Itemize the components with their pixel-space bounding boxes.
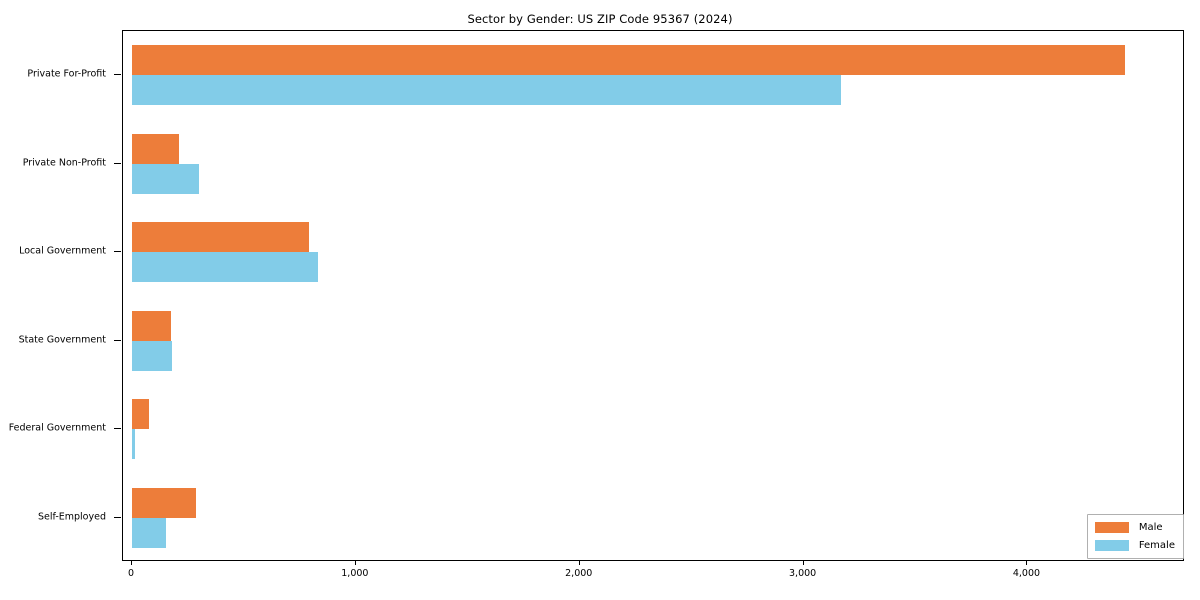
plot-area <box>122 30 1184 561</box>
legend-swatch-female-icon <box>1094 540 1129 551</box>
x-axis-tick-2 <box>578 561 580 565</box>
bars-layer <box>123 31 1183 560</box>
bar-male-2 <box>132 222 309 253</box>
x-axis-tick-4 <box>1026 561 1028 565</box>
x-axis-label-0: 0 <box>127 568 135 579</box>
y-axis-label-5: Self-Employed <box>37 511 106 523</box>
x-axis-label-3: 3,000 <box>789 568 817 579</box>
y-axis-label-1: Private Non-Profit <box>22 157 106 169</box>
bar-female-1 <box>132 163 200 194</box>
y-axis-tick-1 <box>114 162 121 164</box>
x-axis-tick-3 <box>802 561 804 565</box>
bar-female-2 <box>132 252 318 283</box>
y-axis-label-4: Federal Government <box>8 422 106 434</box>
x-axis-label-2: 2,000 <box>565 568 593 579</box>
y-axis-tick-0 <box>114 74 121 76</box>
bar-male-0 <box>132 45 1126 76</box>
y-axis-tick-2 <box>114 251 121 253</box>
y-axis-label-2: Local Government <box>19 245 106 257</box>
bar-female-4 <box>132 429 136 460</box>
bar-male-1 <box>132 133 180 164</box>
bar-female-5 <box>132 517 166 548</box>
legend-label-male: Male <box>1138 522 1163 533</box>
x-axis-label-1: 1,000 <box>341 568 369 579</box>
y-axis-tick-5 <box>114 516 121 518</box>
x-axis-tick-0 <box>131 561 132 565</box>
bar-male-4 <box>132 399 150 430</box>
legend: Male Female <box>1086 514 1184 559</box>
y-axis-tick-4 <box>114 428 121 430</box>
legend-item-male[interactable]: Male <box>1094 520 1175 535</box>
x-axis-ticks: 0 1,000 2,000 3,000 4,000 <box>122 561 1184 599</box>
chart-title: Sector by Gender: US ZIP Code 95367 (202… <box>467 12 733 26</box>
y-axis-label-0: Private For-Profit <box>27 68 106 80</box>
legend-item-female[interactable]: Female <box>1094 538 1175 553</box>
bar-female-0 <box>132 75 841 106</box>
bar-female-3 <box>132 340 172 371</box>
legend-swatch-male-icon <box>1094 522 1129 533</box>
y-axis-labels: Private For-Profit Private Non-Profit Loca… <box>0 30 121 561</box>
bar-male-3 <box>132 310 171 341</box>
bar-male-5 <box>132 487 197 518</box>
x-axis-label-4: 4,000 <box>1012 568 1041 579</box>
x-axis-tick-1 <box>354 561 356 565</box>
legend-label-female: Female <box>1138 540 1175 551</box>
y-axis-label-3: State Government <box>18 334 106 346</box>
y-axis-tick-3 <box>114 339 121 341</box>
